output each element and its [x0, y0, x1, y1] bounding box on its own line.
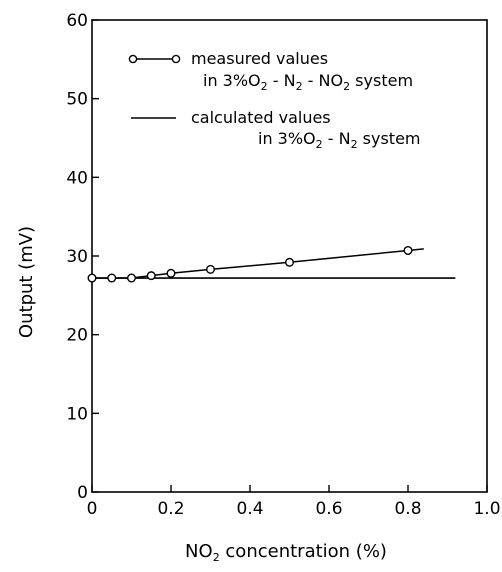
y-tick-label: 10 — [66, 404, 88, 424]
legend: measured values in 3%O2 - N2 - NO2 syste… — [128, 49, 421, 151]
measured-point — [205, 264, 215, 274]
y-tick-label: 50 — [66, 90, 88, 110]
x-axis-title: NO2 concentration (%) — [185, 541, 387, 564]
x-tick-label: 0.6 — [315, 499, 342, 519]
legend-calculated-label-line2: in 3%O2 - N2 system — [258, 129, 421, 151]
legend-measured-marker-left — [128, 54, 138, 64]
plot-frame — [91, 19, 488, 493]
y-axis-title: Output (mV) — [16, 226, 37, 338]
measured-point — [87, 273, 97, 283]
measured-point — [146, 271, 156, 281]
measured-point — [126, 273, 136, 283]
legend-measured-label-line1: measured values — [191, 49, 328, 68]
y-tick-label: 60 — [66, 11, 88, 31]
measured-point — [285, 257, 295, 267]
measured-point — [107, 273, 117, 283]
legend-measured-label-line2: in 3%O2 - N2 - NO2 system — [203, 71, 413, 93]
x-tick-label: 1.0 — [473, 499, 500, 519]
x-tick-label: 0.2 — [157, 499, 184, 519]
legend-measured-marker-right — [171, 54, 181, 64]
y-tick-label: 30 — [66, 247, 88, 267]
legend-calculated-label-line1: calculated values — [191, 108, 331, 127]
y-tick-label: 40 — [66, 168, 88, 188]
x-tick-label: 0 — [87, 499, 98, 519]
measured-point — [403, 245, 413, 255]
measured-series-line — [92, 248, 424, 279]
y-tick-label: 0 — [77, 483, 88, 503]
y-tick-label: 20 — [66, 326, 88, 346]
measured-point — [166, 268, 176, 278]
x-tick-label: 0.8 — [394, 499, 421, 519]
x-tick-label: 0.4 — [236, 499, 263, 519]
